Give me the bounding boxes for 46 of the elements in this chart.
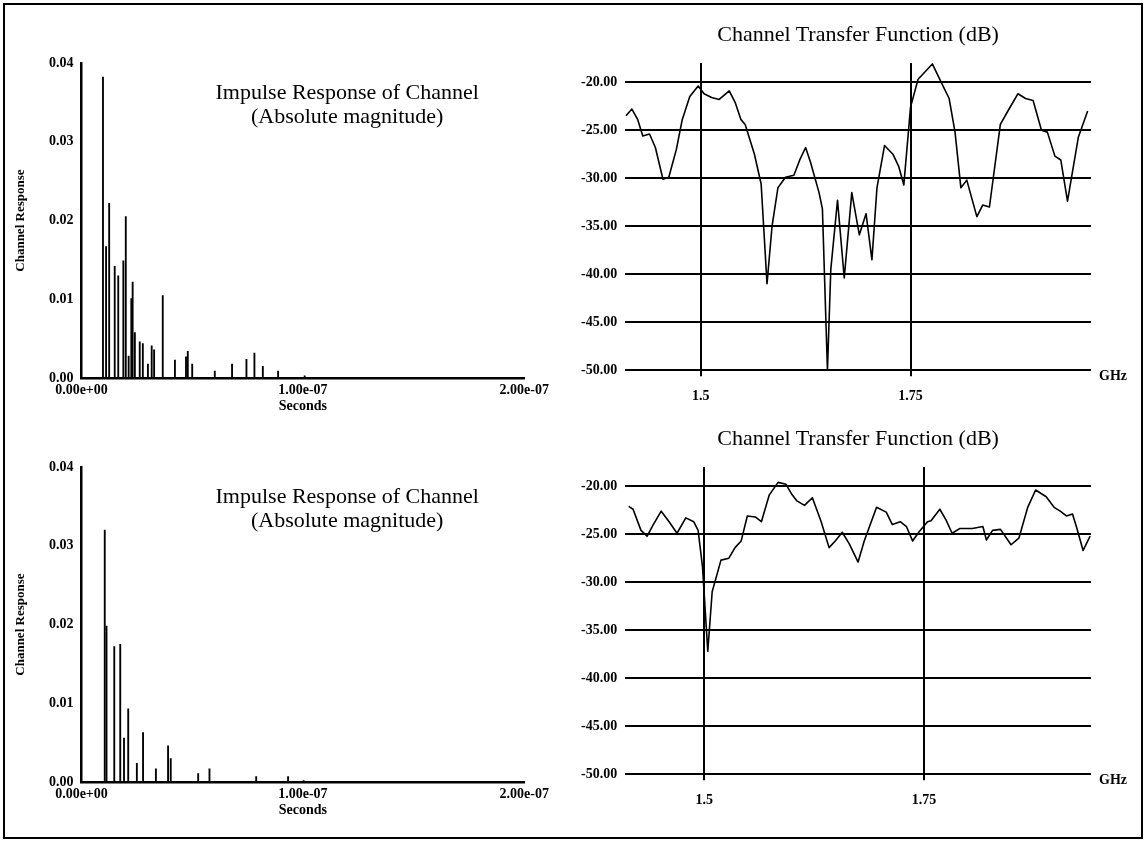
text: (Absolute magnitude) — [250, 507, 444, 532]
y-tick-label: 0.01 — [49, 695, 74, 711]
chart-title: Channel Transfer Function (dB) — [717, 21, 999, 46]
x-axis-title: GHz — [1099, 368, 1127, 384]
text: (Absolute magnitude) — [250, 103, 444, 128]
y-tick-label: 0.03 — [49, 537, 74, 553]
y-tick-label: -25.00 — [580, 121, 618, 137]
y-tick-label: -45.00 — [580, 313, 618, 329]
y-tick-label: 0.04 — [49, 54, 74, 70]
x-tick-label: 1.75 — [911, 792, 937, 808]
x-tick-label: 1.5 — [695, 792, 714, 808]
x-axis-title: GHz — [1099, 772, 1127, 788]
x-tick-label: 0.00e+00 — [55, 382, 108, 398]
chart-title: Channel Transfer Function (dB) — [717, 425, 999, 450]
y-tick-label: -20.00 — [580, 73, 618, 89]
x-tick-label: 2.00e-07 — [499, 786, 550, 802]
y-tick-label: -20.00 — [580, 477, 618, 493]
y-tick-label: -30.00 — [580, 573, 618, 589]
x-tick-label: 1.00e-07 — [278, 382, 328, 398]
y-tick-label: 0.04 — [49, 458, 74, 474]
x-tick-label: 1.00e-07 — [278, 786, 328, 802]
y-tick-label: -50.00 — [580, 361, 618, 377]
y-tick-label: 0.02 — [49, 212, 74, 228]
y-tick-label: 0.00 — [49, 773, 74, 789]
text: Impulse Response of Channel — [215, 79, 479, 104]
x-tick-label: 1.75 — [898, 388, 923, 404]
y-tick-label: -50.00 — [580, 765, 618, 781]
text: Impulse Response of Channel — [215, 483, 479, 508]
x-tick-label: 2.00e-07 — [499, 382, 550, 398]
x-axis-title: Seconds — [278, 398, 328, 414]
x-tick-label: 1.5 — [691, 388, 710, 404]
y-tick-label: -35.00 — [580, 217, 618, 233]
y-tick-label: 0.02 — [49, 616, 74, 632]
y-tick-label: -40.00 — [580, 669, 618, 685]
y-tick-label: -25.00 — [580, 525, 618, 541]
x-tick-label: 0.00e+00 — [55, 786, 108, 802]
x-axis-title: Seconds — [278, 802, 328, 818]
y-tick-label: -30.00 — [580, 169, 618, 185]
y-tick-label: -40.00 — [580, 265, 618, 281]
y-tick-label: -45.00 — [580, 717, 618, 733]
y-tick-label: 0.01 — [49, 291, 74, 307]
y-tick-label: -35.00 — [580, 621, 618, 637]
y-tick-label: 0.00 — [49, 369, 74, 385]
y-axis-title: Channel Response — [11, 573, 27, 676]
y-axis-title: Channel Response — [11, 169, 27, 272]
y-tick-label: 0.03 — [49, 133, 74, 149]
